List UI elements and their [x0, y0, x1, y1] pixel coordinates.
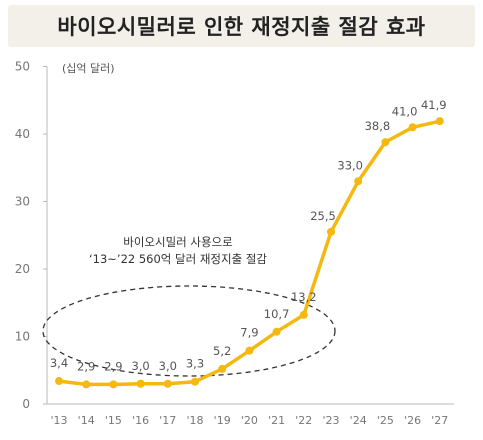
series-layer [55, 117, 444, 389]
data-label: 3,4 [50, 356, 68, 370]
data-point [408, 123, 417, 132]
data-point [109, 380, 118, 389]
chart-title: 바이오시밀러로 인한 재정지출 절감 효과 [57, 15, 426, 39]
data-point [354, 177, 363, 186]
unit-label: (십억 달러) [62, 62, 115, 75]
x-tick-label: '23 [322, 414, 339, 427]
data-label-layer: 3,4 2,9 2,9 3,0 3,0 3,3 5,2 7,9 10,713,2 25,5 33,0… [50, 98, 447, 373]
data-label: 7,9 [240, 326, 258, 340]
data-point [245, 346, 254, 355]
data-label: 5,2 [213, 344, 231, 358]
y-tick-label: 10 [15, 330, 30, 344]
y-tick-label: 30 [15, 195, 30, 209]
y-tick-label: 0 [22, 397, 30, 411]
x-tick-label: '27 [431, 414, 448, 427]
data-point [163, 379, 172, 388]
x-tick-label: '19 [214, 414, 231, 427]
data-label: 10,7 [264, 307, 290, 321]
data-point [327, 227, 335, 236]
x-tick-label: '26 [404, 414, 421, 427]
x-tick-label: '18 [186, 414, 203, 427]
x-tick-label: '25 [377, 414, 394, 427]
x-tick-label: '13 [50, 414, 67, 427]
data-label: 25,5 [310, 209, 336, 223]
x-tick-label: '21 [268, 414, 285, 427]
title-bar: 바이오시밀러로 인한 재정지출 절감 효과 [8, 5, 475, 47]
data-label: 3,0 [131, 359, 149, 373]
annotation-line-2: ‘13~’22 560억 달러 재정지출 절감 [89, 252, 267, 266]
y-tick-label: 20 [15, 262, 30, 276]
data-point [82, 380, 91, 389]
data-label: 3,3 [186, 357, 204, 371]
x-tick-label: '20 [241, 414, 258, 427]
data-point [272, 327, 281, 336]
y-tick-label: 40 [15, 127, 30, 141]
x-tick-label: '22 [295, 414, 312, 427]
x-tick-label: '14 [78, 414, 95, 427]
data-label: 33,0 [337, 158, 363, 172]
x-tick-label: '15 [105, 414, 122, 427]
axis-layer: 0 10 20 30 40 50 '13 '14 '15 '16 '17 '18 '19 '20 '21 '2… [15, 60, 454, 427]
data-point [191, 377, 199, 386]
x-tick-label: '16 [132, 414, 149, 427]
data-label: 3,0 [159, 359, 177, 373]
data-label: 13,2 [291, 290, 317, 304]
annotation-ellipse [42, 285, 336, 377]
data-label: 2,9 [104, 359, 122, 373]
data-point [55, 377, 63, 386]
data-point [299, 310, 308, 319]
data-label: 2,9 [77, 359, 95, 373]
data-point [435, 117, 444, 126]
annotation-line-1: 바이오시밀러 사용으로 [123, 235, 232, 249]
x-tick-label: '24 [350, 414, 367, 427]
data-point [381, 138, 390, 147]
data-label: 41,0 [392, 104, 418, 118]
data-label: 41,9 [421, 98, 447, 112]
x-tick-label: '17 [159, 414, 176, 427]
data-point [218, 364, 227, 373]
data-label: 38,8 [365, 119, 391, 133]
y-tick-label: 50 [15, 60, 30, 74]
data-point [136, 379, 145, 388]
